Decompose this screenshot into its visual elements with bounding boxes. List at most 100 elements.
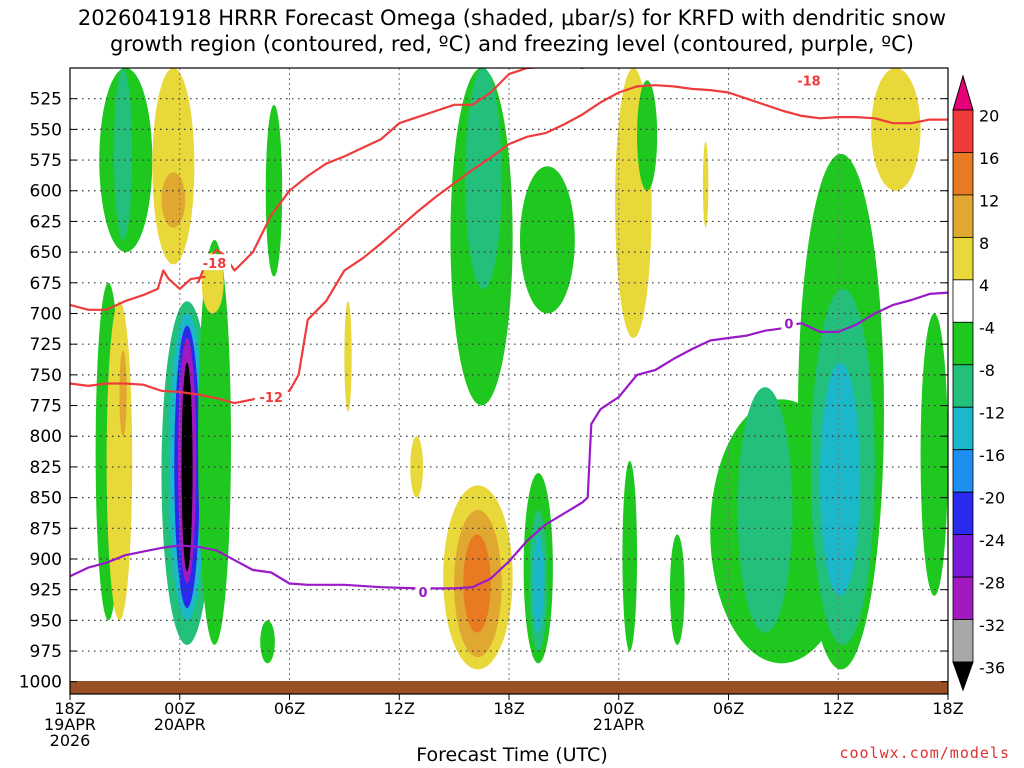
colorbar-segment bbox=[952, 491, 974, 536]
omega-cell bbox=[260, 620, 275, 664]
contour-label-freezing-0-right-bg bbox=[781, 314, 797, 331]
colorbar-bottom-arrow bbox=[952, 661, 974, 692]
y-tick-label: 825 bbox=[30, 458, 62, 478]
chart-title-line-2: growth region (contoured, red, ºC) and f… bbox=[110, 32, 914, 56]
omega-shading bbox=[95, 68, 948, 670]
y-tick-label: 725 bbox=[30, 335, 62, 355]
colorbar-label: 16 bbox=[979, 149, 999, 168]
y-tick-label: 1000 bbox=[19, 673, 62, 693]
colorbar-label: 12 bbox=[979, 191, 999, 210]
contour-label-freezing-0-left: 0 bbox=[419, 586, 428, 601]
y-tick-label: 925 bbox=[30, 581, 62, 601]
y-tick-label: 575 bbox=[30, 151, 62, 171]
contour-label-minus12-bg bbox=[254, 387, 288, 404]
ground-terrain bbox=[70, 681, 948, 694]
colorbar-top-arrow bbox=[952, 74, 974, 111]
x-tick-label: 21APR bbox=[593, 715, 645, 734]
y-tick-label: 625 bbox=[30, 212, 62, 232]
y-tick-label: 775 bbox=[30, 397, 62, 417]
y-axis-pressure-ticks: 525 550 575 600 625 650 675 700 725 750 775 800 825 8… bbox=[19, 90, 948, 693]
x-tick-label: 18Z bbox=[493, 699, 524, 718]
colorbar-segment bbox=[952, 576, 974, 620]
y-tick-label: 750 bbox=[30, 366, 62, 386]
x-tick-label: 2026 bbox=[50, 731, 91, 750]
dgz-minus12-contour-left bbox=[70, 269, 206, 311]
colorbar-label: -16 bbox=[979, 446, 1005, 465]
x-tick-label: 06Z bbox=[274, 699, 305, 718]
omega-cell bbox=[702, 141, 709, 228]
omega-cell bbox=[637, 80, 658, 191]
colorbar-segment bbox=[952, 236, 974, 281]
colorbar-label: 20 bbox=[979, 106, 999, 125]
contour-label-minus18-right-bg bbox=[792, 71, 826, 88]
y-tick-label: 950 bbox=[30, 611, 62, 631]
colorbar-label: -28 bbox=[979, 573, 1005, 592]
credit-text: coolwx.com/models bbox=[839, 744, 1010, 762]
omega-cell bbox=[819, 362, 861, 596]
contour-labels: -18 -18 -12 0 0 bbox=[198, 71, 826, 601]
contour-label-freezing-0-left-bg bbox=[415, 583, 431, 600]
y-tick-label: 675 bbox=[30, 274, 62, 294]
colorbar-label: 4 bbox=[979, 276, 989, 295]
y-tick-label: 550 bbox=[30, 120, 62, 140]
omega-cell bbox=[106, 301, 133, 621]
x-tick-label: 20APR bbox=[154, 715, 206, 734]
contour-label-minus18-left: -18 bbox=[203, 257, 227, 272]
colorbar-label: -32 bbox=[979, 616, 1005, 635]
colorbar-segment bbox=[952, 321, 974, 366]
omega-cell bbox=[737, 387, 793, 633]
omega-cell bbox=[871, 68, 921, 191]
contour-label-minus18-right: -18 bbox=[797, 74, 821, 89]
y-tick-label: 525 bbox=[30, 90, 62, 110]
colorbar-segment bbox=[952, 406, 974, 451]
colorbar-segment bbox=[952, 619, 974, 663]
colorbar-label: -4 bbox=[979, 319, 995, 338]
colorbar-segment bbox=[952, 109, 974, 153]
y-tick-label: 700 bbox=[30, 304, 62, 324]
omega-cell bbox=[465, 68, 502, 289]
y-tick-label: 600 bbox=[30, 182, 62, 202]
y-tick-label: 900 bbox=[30, 550, 62, 570]
x-tick-label: 18Z bbox=[932, 699, 963, 718]
colorbar-label: -20 bbox=[979, 489, 1005, 508]
contour-lines bbox=[70, 68, 948, 590]
colorbar-label: -24 bbox=[979, 531, 1005, 550]
x-tick-label: 12Z bbox=[823, 699, 854, 718]
omega-cell bbox=[152, 68, 195, 265]
omega-cell bbox=[265, 104, 283, 277]
colorbar-label: -8 bbox=[979, 361, 995, 380]
colorbar-segment bbox=[952, 279, 974, 323]
omega-cell bbox=[198, 239, 231, 645]
y-tick-label: 850 bbox=[30, 489, 62, 509]
omega-cell bbox=[181, 362, 193, 572]
x-axis-label: Forecast Time (UTC) bbox=[416, 744, 608, 766]
omega-cell bbox=[161, 172, 186, 228]
colorbar-label: 8 bbox=[979, 234, 989, 253]
omega-cell bbox=[463, 534, 491, 633]
x-tick-label: 19APR bbox=[44, 715, 96, 734]
y-tick-label: 800 bbox=[30, 427, 62, 447]
colorbar-segment bbox=[952, 534, 974, 578]
dgz-minus12-contour bbox=[70, 84, 948, 405]
colorbar-label: -12 bbox=[979, 404, 1005, 423]
freezing-level-contour bbox=[70, 291, 948, 590]
colorbar-legend: 20 16 12 8 4 -4 -8 -12 -16 -20 -24 -28 -32 -36 bbox=[952, 74, 1005, 692]
omega-cell bbox=[622, 460, 638, 652]
colorbar-segment bbox=[952, 449, 974, 493]
omega-cell bbox=[344, 301, 352, 412]
colorbar-label: -36 bbox=[979, 658, 1005, 677]
contour-label-minus18-left-bg bbox=[198, 254, 232, 271]
contour-label-minus12: -12 bbox=[259, 391, 283, 406]
x-tick-label: 00Z bbox=[603, 699, 634, 718]
contour-label-freezing-0-right: 0 bbox=[784, 317, 793, 332]
colorbar-segment bbox=[952, 152, 974, 196]
omega-cell bbox=[920, 313, 948, 596]
colorbar-segment bbox=[952, 364, 974, 408]
x-tick-label: 12Z bbox=[384, 699, 415, 718]
x-tick-label: 18Z bbox=[54, 699, 85, 718]
y-tick-label: 875 bbox=[30, 519, 62, 539]
x-tick-label: 00Z bbox=[164, 699, 195, 718]
y-tick-label: 650 bbox=[30, 243, 62, 263]
